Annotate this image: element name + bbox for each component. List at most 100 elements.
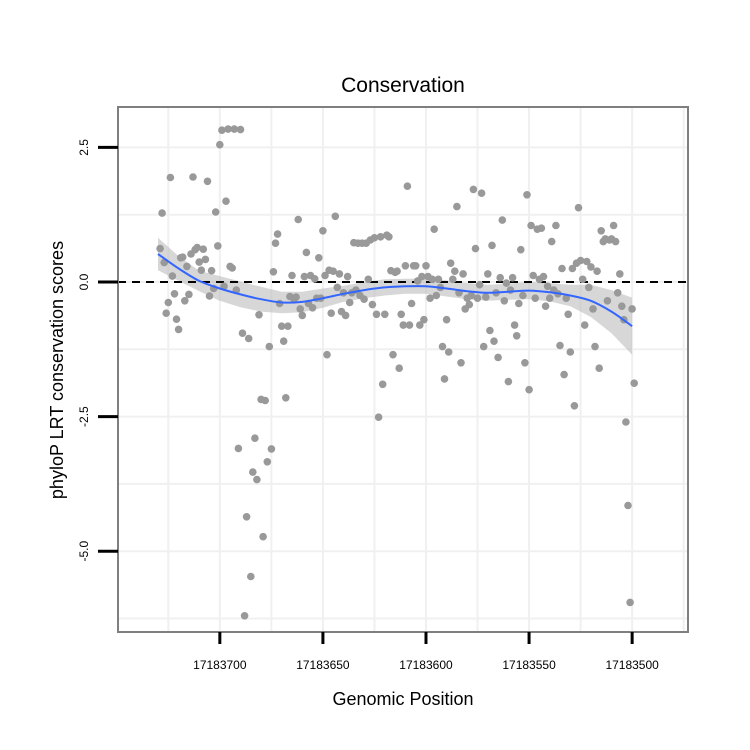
data-point bbox=[583, 257, 591, 266]
data-point bbox=[201, 255, 210, 264]
data-point bbox=[370, 234, 379, 242]
data-point bbox=[506, 286, 515, 294]
data-point bbox=[432, 291, 441, 300]
y-tick-label: 2.5 bbox=[77, 139, 91, 156]
data-point bbox=[343, 272, 352, 281]
data-point bbox=[531, 294, 539, 303]
x-tick-label: 17183600 bbox=[399, 658, 453, 672]
data-point bbox=[267, 445, 276, 453]
data-point bbox=[183, 262, 191, 271]
data-point bbox=[401, 262, 410, 270]
data-point bbox=[488, 241, 496, 250]
data-point bbox=[521, 359, 529, 367]
data-point bbox=[331, 212, 340, 221]
data-point bbox=[609, 221, 618, 230]
data-point bbox=[570, 402, 579, 410]
data-point bbox=[580, 321, 589, 329]
data-point bbox=[203, 177, 212, 186]
x-tick-label: 17183650 bbox=[296, 658, 350, 672]
data-point bbox=[242, 513, 251, 521]
data-point bbox=[222, 197, 230, 205]
data-point bbox=[465, 300, 474, 309]
data-point bbox=[164, 298, 173, 307]
data-point bbox=[622, 418, 630, 426]
data-point bbox=[467, 291, 476, 300]
data-point bbox=[484, 270, 492, 278]
data-point bbox=[296, 305, 305, 313]
panel-border bbox=[117, 106, 689, 633]
data-point bbox=[500, 297, 509, 305]
data-point bbox=[578, 275, 587, 284]
data-point bbox=[630, 379, 638, 388]
data-point bbox=[527, 221, 535, 230]
data-point bbox=[236, 125, 245, 134]
data-point bbox=[273, 230, 282, 238]
data-point bbox=[552, 221, 560, 230]
data-point bbox=[613, 289, 622, 297]
data-point bbox=[512, 332, 521, 340]
data-point bbox=[591, 342, 599, 351]
data-point bbox=[389, 350, 397, 359]
data-point bbox=[477, 189, 486, 197]
data-point bbox=[624, 501, 632, 510]
data-point bbox=[618, 302, 626, 311]
data-point bbox=[585, 283, 593, 292]
data-point bbox=[504, 377, 513, 386]
data-point bbox=[593, 267, 601, 276]
data-point bbox=[502, 279, 511, 287]
data-point bbox=[434, 275, 443, 284]
data-point bbox=[523, 191, 531, 199]
data-point bbox=[214, 242, 222, 250]
data-point bbox=[525, 385, 533, 394]
data-point bbox=[310, 275, 319, 283]
data-point bbox=[315, 253, 323, 262]
data-point bbox=[426, 294, 434, 303]
data-point bbox=[469, 185, 478, 194]
data-point bbox=[238, 329, 247, 338]
data-point bbox=[224, 125, 232, 133]
data-point bbox=[319, 227, 327, 235]
data-point bbox=[626, 598, 634, 607]
data-point bbox=[308, 304, 317, 312]
data-point bbox=[294, 215, 303, 224]
x-tick-label: 17183700 bbox=[193, 658, 247, 672]
y-tick-label: -5.0 bbox=[77, 541, 91, 562]
data-point bbox=[234, 444, 243, 453]
data-point bbox=[576, 256, 585, 265]
data-point bbox=[199, 245, 208, 253]
data-point bbox=[292, 293, 300, 301]
data-point bbox=[174, 325, 183, 334]
data-point bbox=[616, 270, 624, 278]
data-point bbox=[364, 275, 373, 284]
data-point bbox=[253, 475, 261, 484]
data-point bbox=[181, 297, 189, 305]
data-point bbox=[195, 258, 203, 266]
data-point bbox=[259, 532, 267, 541]
data-point bbox=[403, 182, 412, 190]
data-point bbox=[298, 311, 307, 320]
data-point bbox=[428, 275, 437, 284]
data-point bbox=[564, 310, 572, 319]
data-point bbox=[446, 259, 455, 268]
data-point bbox=[547, 237, 556, 246]
data-point bbox=[494, 353, 502, 362]
data-point bbox=[300, 272, 309, 281]
data-point bbox=[399, 321, 408, 329]
y-axis-title: phyloP LRT conservation scores bbox=[47, 241, 67, 499]
data-point bbox=[282, 394, 290, 402]
x-axis-title: Genomic Position bbox=[332, 689, 473, 709]
data-point bbox=[508, 273, 517, 282]
data-point bbox=[170, 290, 179, 298]
data-point bbox=[438, 342, 447, 351]
data-point bbox=[327, 309, 336, 318]
data-point bbox=[172, 315, 181, 324]
data-point bbox=[205, 292, 214, 300]
data-point bbox=[603, 297, 612, 305]
data-point bbox=[498, 216, 507, 224]
data-point bbox=[574, 203, 583, 212]
chart-title: Conservation bbox=[341, 74, 465, 97]
data-point bbox=[381, 310, 389, 319]
data-point bbox=[545, 294, 554, 303]
data-point bbox=[566, 348, 575, 356]
